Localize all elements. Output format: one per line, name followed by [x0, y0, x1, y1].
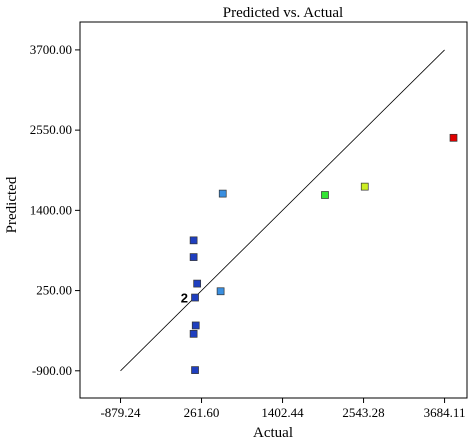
data-point [218, 189, 227, 198]
x-axis: -879.24 261.60 1402.44 2543.28 3684.11 [100, 398, 465, 420]
data-point [193, 279, 202, 288]
data-point [191, 293, 199, 302]
plot-frame [79, 21, 468, 399]
y-tick-label: 250.00 [36, 283, 72, 298]
annotations: 2 [181, 291, 188, 306]
y-axis: -900.00 250.00 1400.00 2550.00 3700.00 [30, 42, 80, 378]
data-point [360, 182, 369, 191]
x-tick-label: 1402.44 [261, 405, 304, 420]
chart-title: Predicted vs. Actual [223, 5, 343, 21]
data-point [189, 236, 198, 245]
y-tick-label: 3700.00 [30, 42, 72, 57]
data-point [191, 366, 199, 374]
data-point [189, 253, 198, 261]
reference-line [120, 49, 445, 372]
x-tick-label: 3684.11 [424, 405, 466, 420]
data-points [189, 133, 458, 374]
data-point [216, 287, 225, 296]
x-tick-label: 261.60 [184, 405, 220, 420]
x-axis-label: Actual [253, 425, 293, 441]
point-count-label: 2 [181, 291, 188, 306]
data-point [191, 321, 200, 330]
y-tick-label: 2550.00 [30, 122, 72, 137]
data-point [321, 191, 329, 199]
y-tick-label: 1400.00 [30, 202, 72, 217]
y-axis-label: Predicted [4, 176, 20, 233]
data-point [449, 133, 458, 142]
data-point [189, 329, 198, 338]
x-tick-label: -879.24 [100, 405, 141, 420]
y-tick-label: -900.00 [32, 363, 72, 378]
x-tick-label: 2543.28 [342, 405, 384, 420]
